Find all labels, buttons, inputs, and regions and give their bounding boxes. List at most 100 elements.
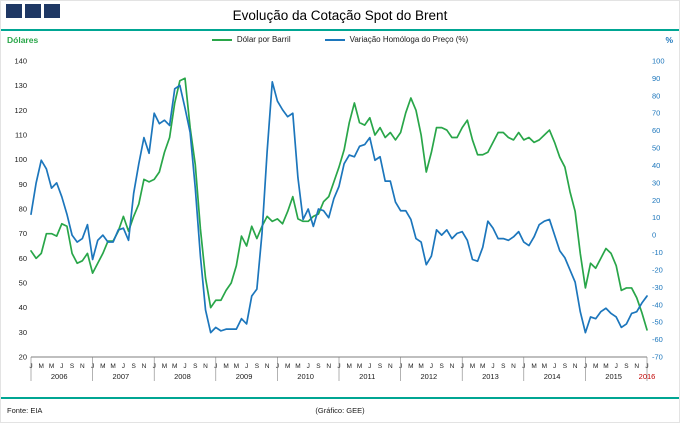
left-axis-tick: 30 (19, 328, 27, 337)
right-axis-tick: 80 (652, 91, 660, 100)
source-note: Fonte: EIA (7, 406, 43, 415)
year-label: 2008 (174, 372, 191, 381)
left-axis-tick: 130 (14, 81, 27, 90)
month-tick: J (245, 363, 248, 370)
right-axis-tick: -40 (652, 300, 663, 309)
month-tick: S (255, 363, 260, 370)
month-tick: N (450, 363, 455, 370)
month-tick: S (439, 363, 444, 370)
yoy-line (30, 81, 648, 334)
legend-label-price: Dólar por Barril (236, 35, 291, 44)
year-label: 2009 (236, 372, 253, 381)
month-tick: M (531, 363, 536, 370)
month-tick: S (624, 363, 629, 370)
right-axis-tick: 70 (652, 109, 660, 118)
month-tick: M (285, 363, 290, 370)
year-label: 2006 (51, 372, 68, 381)
month-tick: M (223, 363, 228, 370)
left-axis-tick: 20 (19, 353, 27, 362)
legend: Dólar por Barril Variação Homóloga do Pr… (1, 35, 679, 44)
right-axis-tick: 10 (652, 213, 660, 222)
month-tick: N (388, 363, 393, 370)
logo-square (44, 4, 60, 18)
right-axis-tick: 40 (652, 161, 660, 170)
right-axis-tick: 90 (652, 74, 660, 83)
month-tick: S (316, 363, 321, 370)
left-axis-tick: 50 (19, 279, 27, 288)
month-tick: J (307, 363, 310, 370)
right-axis-title: % (665, 35, 673, 45)
month-tick: S (501, 363, 506, 370)
month-tick: J (122, 363, 125, 370)
year-label: 2015 (605, 372, 622, 381)
page-title: Evolução da Cotação Spot do Brent (232, 8, 448, 23)
left-axis-tick: 90 (19, 180, 27, 189)
year-label: 2013 (482, 372, 499, 381)
left-axis-tick: 140 (14, 57, 27, 66)
yoy-line-swatch (324, 38, 345, 41)
month-tick: N (265, 363, 270, 370)
month-tick: N (80, 363, 85, 370)
month-tick: N (634, 363, 639, 370)
left-axis-tick: 40 (19, 303, 27, 312)
logo-squares (6, 4, 60, 18)
year-label: 2010 (297, 372, 314, 381)
header: Evolução da Cotação Spot do Brent (1, 1, 679, 29)
credit-note: (Gráfico: GEE) (315, 406, 365, 415)
right-axis-tick: 50 (652, 144, 660, 153)
right-axis-tick: -20 (652, 265, 663, 274)
left-axis-tick: 60 (19, 254, 27, 263)
month-tick: M (162, 363, 167, 370)
right-axis-tick: -50 (652, 318, 663, 327)
month-tick: N (326, 363, 331, 370)
month-tick: J (553, 363, 556, 370)
logo-square (25, 4, 41, 18)
month-tick: M (347, 363, 352, 370)
month-tick: S (70, 363, 75, 370)
month-tick: N (203, 363, 208, 370)
year-label: 2014 (544, 372, 561, 381)
month-tick: J (491, 363, 494, 370)
price-line (30, 77, 648, 331)
right-axis-tick: -30 (652, 283, 663, 292)
month-tick: M (408, 363, 413, 370)
month-tick: S (131, 363, 136, 370)
right-axis-tick: 60 (652, 126, 660, 135)
top-divider (1, 29, 679, 31)
year-label: 2012 (420, 372, 437, 381)
month-tick: J (430, 363, 433, 370)
year-label: 2007 (112, 372, 129, 381)
month-tick: M (418, 363, 423, 370)
right-axis-tick: 0 (652, 231, 656, 240)
logo-square (6, 4, 22, 18)
legend-item-price: Dólar por Barril (211, 35, 291, 44)
right-axis-tick: 20 (652, 196, 660, 205)
right-axis-tick: 30 (652, 178, 660, 187)
bottom-divider (1, 397, 679, 399)
legend-label-yoy: Variação Homóloga do Preço (%) (349, 35, 469, 44)
month-tick: J (615, 363, 618, 370)
year-label: 2016 (639, 372, 656, 381)
left-axis-tick: 70 (19, 229, 27, 238)
year-label: 2011 (359, 372, 375, 381)
month-tick: N (573, 363, 578, 370)
month-tick: M (39, 363, 44, 370)
month-tick: M (480, 363, 485, 370)
month-tick: S (563, 363, 568, 370)
month-tick: J (183, 363, 186, 370)
month-tick: N (511, 363, 516, 370)
month-tick: M (110, 363, 115, 370)
month-tick: S (193, 363, 198, 370)
month-tick: M (49, 363, 54, 370)
month-tick: M (542, 363, 547, 370)
chart-canvas: 2030405060708090100110120130140-70-60-50… (14, 57, 665, 381)
right-axis-tick: -10 (652, 248, 663, 257)
price-line-swatch (211, 38, 232, 41)
left-axis-tick: 100 (14, 155, 27, 164)
left-axis-tick: 120 (14, 106, 27, 115)
axis-header-row: Dólares Dólar por Barril Variação Homólo… (1, 31, 679, 49)
month-tick: M (234, 363, 239, 370)
month-tick: J (60, 363, 63, 370)
month-tick: N (142, 363, 147, 370)
